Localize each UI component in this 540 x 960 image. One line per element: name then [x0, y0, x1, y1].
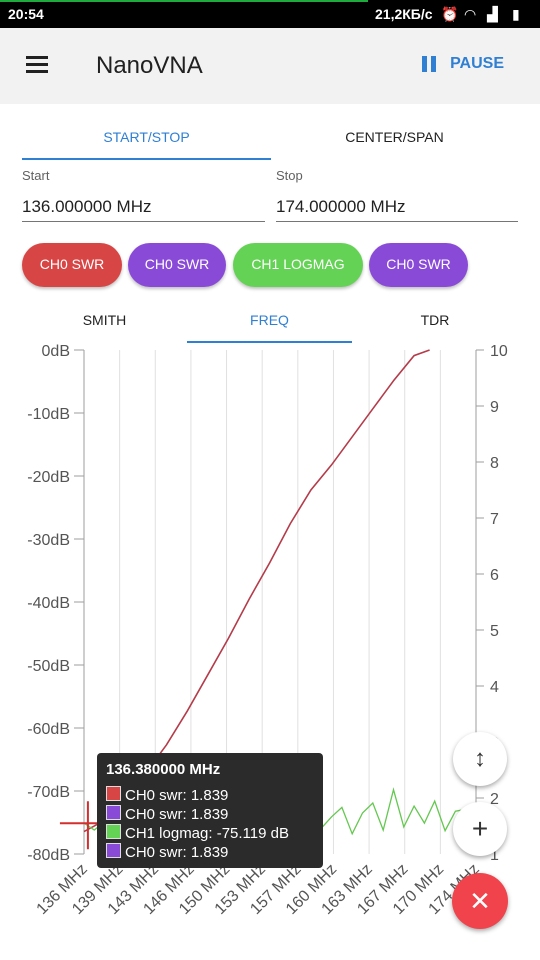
tab-tdr-label: TDR: [420, 312, 450, 328]
view-tabs: SMITH FREQ TDR: [0, 309, 540, 345]
left-tick-label: -60dB: [27, 721, 70, 738]
tab-smith-label: SMITH: [82, 312, 127, 328]
close-icon: ✕: [469, 886, 491, 916]
stop-value[interactable]: 174.000000 MHz: [276, 197, 406, 216]
marker-row-text: CH0 swr: 1.839: [125, 787, 229, 804]
network-speed: 21,2КБ/с: [375, 6, 433, 22]
pause-label: PAUSE: [450, 55, 504, 72]
trace-color-swatch: [106, 805, 121, 820]
battery-icon: ▮: [512, 6, 520, 22]
right-tick-label: 1: [490, 847, 499, 864]
menu-icon[interactable]: [26, 56, 50, 74]
trace-chip-ch0-swr[interactable]: CH0 SWR: [369, 243, 468, 287]
pause-icon: [422, 55, 438, 72]
tab-start-stop[interactable]: START/STOP: [22, 126, 271, 160]
tab-indicator: [22, 158, 271, 160]
zoom-in-button[interactable]: +: [453, 802, 507, 856]
status-progress-line: [0, 0, 368, 2]
tab-center-span-label: CENTER/SPAN: [345, 129, 444, 145]
tab-smith[interactable]: SMITH: [22, 309, 187, 331]
right-tick-label: 9: [490, 399, 499, 416]
signal-icon: ▟: [487, 6, 498, 22]
left-tick-label: -40dB: [27, 595, 70, 612]
start-underline: [22, 221, 265, 222]
close-marker-button[interactable]: ✕: [452, 873, 508, 929]
marker-row-text: CH0 swr: 1.839: [125, 806, 229, 823]
trace-color-swatch: [106, 786, 121, 801]
alarm-icon: ⏰: [441, 6, 459, 22]
left-tick-label: -20dB: [27, 469, 70, 486]
tab-center-span[interactable]: CENTER/SPAN: [271, 126, 518, 148]
trace-chip-ch0-swr[interactable]: CH0 SWR: [128, 243, 226, 287]
vertical-arrows-icon: ↕: [474, 745, 486, 772]
stop-underline: [276, 221, 518, 222]
right-tick-label: 4: [490, 679, 499, 696]
trace-chip-ch1-logmag[interactable]: CH1 LOGMAG: [233, 243, 363, 287]
marker-row: CH0 swr: 1.839: [106, 843, 228, 861]
marker-row-text: CH0 swr: 1.839: [125, 844, 229, 861]
pause-button[interactable]: PAUSE: [422, 55, 504, 73]
range-tabs: START/STOP CENTER/SPAN: [0, 126, 540, 162]
app-title: NanoVNA: [96, 52, 203, 79]
marker-tooltip: 136.380000 MHz CH0 swr: 1.839 CH0 swr: 1…: [97, 753, 323, 868]
trace-chip-ch0-swr[interactable]: CH0 SWR: [22, 243, 122, 287]
left-tick-label: -80dB: [27, 847, 70, 864]
marker-frequency: 136.380000 MHz: [106, 761, 221, 778]
right-tick-label: 8: [490, 455, 499, 472]
tab-indicator: [187, 341, 352, 343]
start-value[interactable]: 136.000000 MHz: [22, 197, 152, 216]
trace-color-swatch: [106, 824, 121, 839]
status-time: 20:54: [8, 6, 44, 22]
stop-label: Stop: [276, 168, 303, 183]
wifi-icon: ◠: [464, 6, 477, 22]
right-tick-label: 5: [490, 623, 499, 640]
right-tick-label: 10: [490, 343, 508, 360]
marker-row: CH1 logmag: -75.119 dB: [106, 824, 289, 842]
marker-row: CH0 swr: 1.839: [106, 786, 228, 804]
right-tick-label: 7: [490, 511, 499, 528]
right-tick-label: 6: [490, 567, 499, 584]
tab-tdr[interactable]: TDR: [352, 309, 518, 331]
marker-row: CH0 swr: 1.839: [106, 805, 228, 823]
left-tick-label: -30dB: [27, 532, 70, 549]
tab-freq-label: FREQ: [250, 312, 289, 328]
start-label: Start: [22, 168, 50, 183]
left-tick-label: 0dB: [42, 343, 70, 360]
trace-color-swatch: [106, 843, 121, 858]
marker-row-text: CH1 logmag: -75.119 dB: [125, 825, 289, 842]
stop-field[interactable]: Stop 174.000000 MHz: [276, 168, 518, 222]
left-tick-label: -70dB: [27, 784, 70, 801]
status-bar: 20:54 21,2КБ/с ⏰ ◠ ▟ ▮: [0, 0, 540, 28]
tab-start-stop-label: START/STOP: [103, 129, 190, 145]
left-tick-label: -50dB: [27, 658, 70, 675]
app-bar: NanoVNA PAUSE: [0, 28, 540, 104]
plus-icon: +: [471, 813, 489, 844]
autoscale-button[interactable]: ↕: [453, 732, 507, 786]
start-field[interactable]: Start 136.000000 MHz: [22, 168, 265, 222]
tab-freq[interactable]: FREQ: [187, 309, 352, 343]
left-tick-label: -10dB: [27, 406, 70, 423]
right-tick-label: 2: [490, 791, 499, 808]
